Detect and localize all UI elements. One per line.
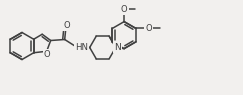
Text: O: O xyxy=(145,24,152,33)
Text: N: N xyxy=(114,42,121,51)
Text: O: O xyxy=(44,50,51,59)
Text: O: O xyxy=(63,21,70,30)
Text: HN: HN xyxy=(75,42,88,51)
Text: O: O xyxy=(121,5,127,14)
